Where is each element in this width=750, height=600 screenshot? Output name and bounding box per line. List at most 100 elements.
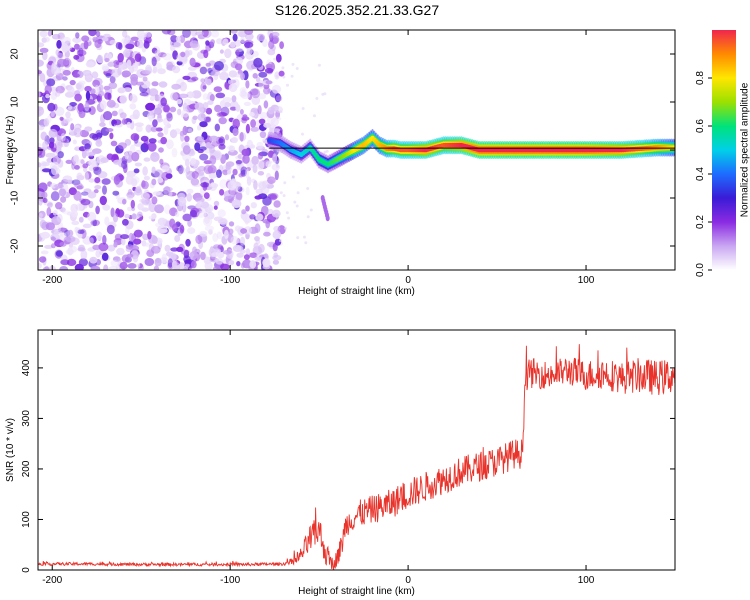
noise-blob: [76, 175, 85, 181]
noise-blob: [252, 164, 258, 174]
noise-blob: [281, 66, 285, 70]
spec-y-tick-label: 20: [10, 48, 21, 60]
noise-blob: [211, 252, 219, 258]
noise-blob: [85, 61, 95, 68]
noise-blob: [166, 112, 173, 122]
noise-blob: [57, 151, 64, 159]
noise-blob: [117, 87, 126, 94]
noise-blob: [41, 162, 50, 167]
noise-blob: [122, 198, 127, 205]
noise-blob: [253, 180, 258, 190]
noise-blob: [81, 191, 89, 196]
snr-series-line: [38, 344, 675, 570]
snr-x-tick-label: -200: [42, 575, 62, 586]
noise-blob: [254, 195, 262, 200]
noise-blob: [161, 165, 170, 172]
colorbar: 0.0 0.2 0.4 0.6 0.8 Normalized spectral ampl…: [695, 30, 750, 277]
noise-blob: [38, 124, 45, 131]
noise-blob: [203, 49, 209, 59]
noise-blob: [123, 87, 132, 93]
noise-blob: [65, 159, 73, 164]
noise-blob: [263, 122, 272, 128]
noise-blob: [152, 119, 158, 128]
noise-blob: [275, 95, 283, 102]
noise-blob: [137, 39, 144, 49]
noise-blob: [190, 260, 197, 269]
noise-blob: [85, 150, 90, 157]
noise-blob: [275, 164, 279, 168]
noise-blob: [112, 190, 120, 196]
noise-blob: [182, 213, 192, 222]
noise-blob: [56, 39, 62, 49]
noise-blob: [102, 204, 111, 211]
noise-blob: [155, 222, 161, 228]
noise-blob: [50, 236, 56, 241]
noise-blob: [219, 217, 228, 226]
noise-blob: [131, 213, 137, 220]
noise-blob: [51, 165, 58, 176]
noise-blob: [149, 95, 156, 101]
noise-blob: [232, 33, 238, 42]
snr-y-tick-label: 400: [21, 359, 32, 376]
noise-blob: [214, 61, 224, 71]
snr-y-tick-label: 0: [21, 567, 32, 573]
noise-blob: [219, 100, 226, 108]
noise-blob: [228, 260, 235, 266]
noise-blob: [95, 139, 103, 147]
noise-blob: [46, 78, 56, 87]
noise-blob: [97, 171, 108, 179]
noise-blob: [275, 106, 279, 110]
noise-blob: [185, 171, 190, 177]
noise-blob: [200, 78, 206, 83]
noise-blob: [202, 102, 209, 109]
snr-panel: -200 -100 0 100 0 100 200 300 400 Height of str…: [5, 329, 676, 597]
noise-blob: [108, 82, 118, 90]
noise-blob: [88, 159, 97, 166]
noise-blob: [78, 216, 84, 223]
noise-blob: [227, 180, 237, 191]
noise-blob: [142, 166, 148, 176]
noise-blob: [67, 104, 73, 111]
noise-blob: [77, 229, 85, 235]
noise-blob: [180, 132, 185, 142]
noise-blob: [50, 191, 60, 202]
noise-blob: [92, 166, 99, 171]
noise-blob: [169, 44, 176, 52]
noise-blob: [186, 91, 195, 99]
noise-blob: [85, 90, 91, 101]
noise-blob: [228, 221, 235, 227]
spectrogram-signal-track: [267, 129, 675, 174]
noise-blob: [201, 30, 209, 38]
noise-blob: [125, 175, 134, 185]
noise-blob: [166, 139, 174, 150]
noise-blob: [315, 97, 319, 100]
noise-blob: [78, 244, 85, 251]
noise-blob: [200, 182, 210, 188]
noise-blob: [267, 48, 276, 56]
noise-blob: [204, 216, 210, 224]
noise-blob: [205, 62, 211, 67]
noise-blob: [172, 223, 178, 232]
noise-blob: [302, 235, 306, 239]
noise-blob: [94, 39, 102, 49]
noise-blob: [275, 74, 279, 78]
noise-blob: [46, 207, 52, 217]
noise-blob: [112, 213, 119, 223]
noise-blob: [139, 91, 149, 97]
spectrogram-y-ticks: -20 -10 0 10 20: [10, 48, 675, 253]
noise-blob: [44, 36, 50, 43]
noise-blob: [219, 189, 225, 196]
noise-blob: [263, 100, 269, 109]
snr-frame: [37, 329, 676, 571]
noise-blob: [40, 231, 51, 239]
noise-blob: [73, 190, 82, 201]
noise-blob: [74, 43, 80, 50]
noise-blob: [99, 195, 108, 206]
noise-blob: [89, 235, 97, 244]
noise-blob: [258, 243, 265, 253]
noise-blob: [267, 30, 274, 39]
noise-blob: [187, 128, 193, 133]
noise-blob: [272, 259, 279, 265]
noise-blob: [95, 30, 101, 37]
noise-blob: [282, 194, 286, 198]
